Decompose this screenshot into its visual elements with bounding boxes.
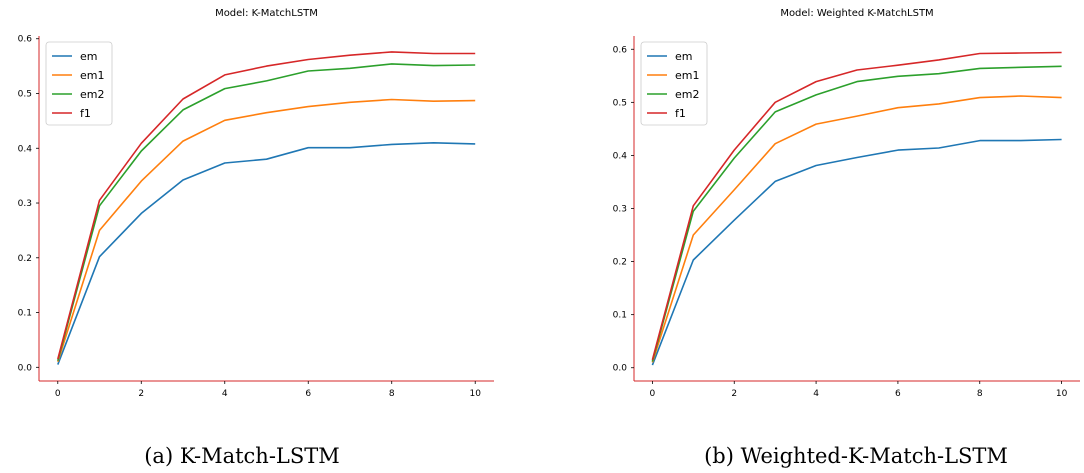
x-tick-label: 10	[1056, 389, 1068, 399]
series-line-em1	[57, 98, 476, 363]
chart-weighted-k-matchlstm: Model: Weighted K-MatchLSTM (b) Weighted…	[613, 8, 1080, 468]
legend-entry-em2: em2	[675, 88, 699, 101]
x-tick-label: 8	[977, 389, 983, 399]
y-tick-label: 0.3	[18, 199, 32, 209]
series-line-em	[57, 142, 476, 365]
y-tick-label: 0.4	[18, 144, 33, 154]
legend-box	[640, 41, 708, 126]
x-tick-label: 6	[305, 389, 311, 399]
series-line-em1	[651, 95, 1062, 363]
chart-title: Model: K-MatchLSTM	[215, 8, 318, 19]
x-tick-label: 4	[222, 389, 228, 399]
series-line-f1	[57, 51, 476, 360]
x-tick-label: 10	[469, 389, 481, 399]
legend-box	[45, 41, 113, 126]
y-tick-label: 0.3	[613, 205, 627, 215]
y-tick-label: 0.6	[613, 45, 628, 55]
y-tick-label: 0.5	[18, 90, 32, 100]
legend-entry-em: em	[675, 50, 692, 63]
legend-entry-em1: em1	[675, 69, 699, 82]
series-line-em	[651, 138, 1062, 366]
figure-caption: (a) K-Match-LSTM	[144, 444, 340, 468]
x-tick-label: 4	[813, 389, 819, 399]
y-tick-label: 0.4	[613, 151, 628, 161]
series-line-em2	[651, 65, 1062, 362]
figure-caption: (b) Weighted-K-Match-LSTM	[704, 444, 1008, 468]
y-tick-label: 0.6	[18, 35, 33, 45]
y-tick-label: 0.2	[18, 254, 32, 264]
x-tick-label: 0	[55, 389, 61, 399]
legend-entry-f1: f1	[80, 107, 91, 120]
legend-entry-em: em	[80, 50, 97, 63]
chart-k-matchlstm: Model: K-MatchLSTM (a) K-Match-LSTM 0.0 0…	[18, 8, 494, 468]
y-tick-label: 0.0	[613, 364, 628, 374]
y-tick-label: 0.5	[613, 98, 627, 108]
series-line-em2	[57, 63, 476, 361]
legend-entry-em1: em1	[80, 69, 104, 82]
x-tick-label: 0	[650, 389, 656, 399]
x-tick-label: 2	[138, 389, 144, 399]
y-tick-label: 0.0	[18, 363, 33, 373]
chart-title: Model: Weighted K-MatchLSTM	[780, 8, 933, 19]
x-tick-label: 2	[731, 389, 737, 399]
x-tick-label: 8	[389, 389, 395, 399]
legend-entry-em2: em2	[80, 88, 104, 101]
y-tick-label: 0.2	[613, 258, 627, 268]
x-tick-label: 6	[895, 389, 901, 399]
y-tick-label: 0.1	[613, 311, 627, 321]
series-line-f1	[651, 51, 1062, 361]
legend-entry-f1: f1	[675, 107, 686, 120]
y-tick-label: 0.1	[18, 309, 32, 319]
